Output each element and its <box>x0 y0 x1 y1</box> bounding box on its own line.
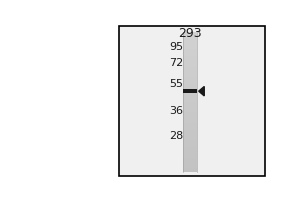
Bar <box>183 56 197 60</box>
Bar <box>183 49 197 53</box>
Bar <box>183 70 197 74</box>
Bar <box>183 137 197 140</box>
Bar <box>183 53 197 56</box>
Bar <box>183 89 197 93</box>
Bar <box>183 112 197 116</box>
Bar <box>183 102 197 105</box>
Bar <box>183 39 197 42</box>
Text: 95: 95 <box>169 42 183 52</box>
Text: 36: 36 <box>169 106 183 116</box>
Bar <box>183 84 197 88</box>
Polygon shape <box>199 86 204 96</box>
Bar <box>183 81 197 84</box>
Bar <box>183 74 197 77</box>
Bar <box>183 91 197 95</box>
Bar <box>183 119 197 123</box>
Bar <box>183 63 197 67</box>
Bar <box>183 154 197 158</box>
Bar <box>183 67 197 70</box>
Text: 55: 55 <box>169 79 183 89</box>
Bar <box>183 109 197 112</box>
Bar <box>183 161 197 165</box>
Bar <box>183 77 197 81</box>
Text: 28: 28 <box>169 131 183 141</box>
Bar <box>183 144 197 147</box>
Bar <box>183 147 197 151</box>
Bar <box>183 133 197 137</box>
Bar <box>183 140 197 144</box>
Text: 72: 72 <box>169 58 183 68</box>
Bar <box>183 46 197 49</box>
Bar <box>183 165 197 168</box>
Bar <box>183 35 197 39</box>
Text: 293: 293 <box>178 27 202 40</box>
Bar <box>183 116 197 119</box>
Bar <box>183 60 197 63</box>
Bar <box>183 151 197 154</box>
Bar <box>183 168 197 172</box>
Bar <box>183 130 197 133</box>
Bar <box>183 123 197 126</box>
Bar <box>119 26 266 176</box>
Bar <box>183 98 197 102</box>
Bar <box>183 42 197 46</box>
Bar <box>183 32 197 35</box>
Bar <box>183 158 197 161</box>
Bar <box>183 88 197 91</box>
Bar <box>183 105 197 109</box>
Bar <box>183 95 197 98</box>
Bar <box>183 126 197 130</box>
